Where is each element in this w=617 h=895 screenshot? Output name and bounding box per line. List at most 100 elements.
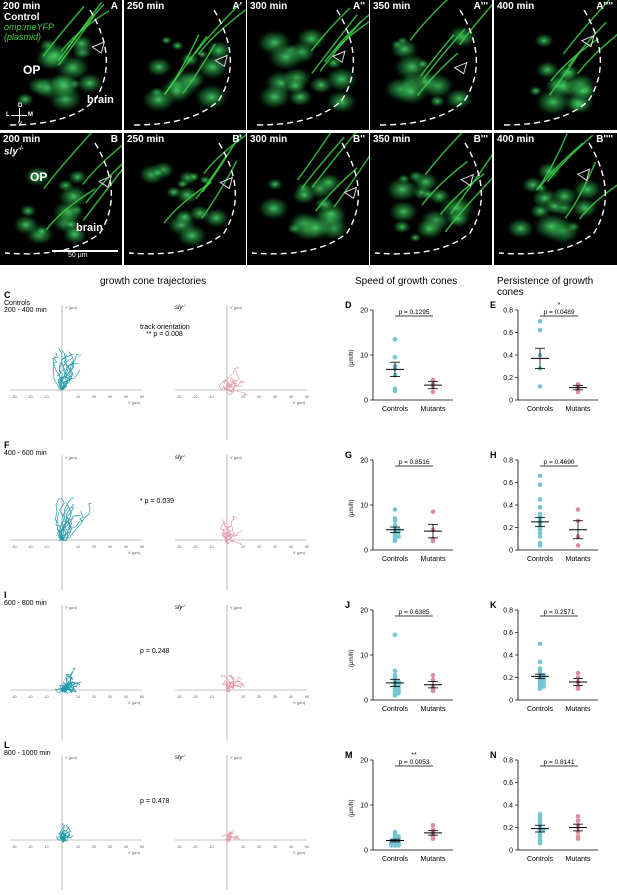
x-tick-label: 30 [273,845,277,849]
data-point [541,684,546,689]
data-point [430,377,436,383]
x-tick-label: 40 [289,845,293,849]
axon-line [82,168,122,221]
y-tick-label: 0.2 [503,375,513,382]
axon-line [182,43,216,95]
cell-blob [315,172,343,193]
cell-blob [384,176,421,204]
data-point [537,530,543,536]
trajectory-plot-control: -30 -20 -10 10 20 30 40 50 Y (µm) X (µm) [10,305,144,440]
axon-line [311,133,357,189]
y-axis-label: Y (µm) [230,455,243,460]
panel-letter: A' [232,1,242,12]
y-tick-label: 0 [509,398,513,405]
y-tick-label: 0 [509,848,513,855]
axon-line [43,133,93,190]
p-value: * p = 0.039 [140,498,175,505]
axis-d: D [18,103,23,109]
mutant-label: sly-/- [175,603,187,611]
data-point [430,538,436,544]
x-tick-label: 50 [140,395,144,399]
data-point [575,818,581,824]
x-tick-label: -10 [208,695,213,699]
axon-line [409,0,449,41]
axon-line [578,184,617,220]
arrowhead-marker [219,176,234,190]
axon-line [85,163,122,204]
stat-text: * p = 0.039 [140,498,174,505]
p-value: p = 0.248 [140,648,170,655]
y-tick-label: 0 [364,848,368,855]
category-label: Mutants [566,706,591,713]
x-tick-label: 20 [257,845,261,849]
header-speed: Speed of growth cones [355,276,458,287]
micrograph-Bp: 250 min B' [124,133,246,265]
x-tick-label: -10 [208,545,213,549]
axis-l: L [6,112,10,118]
header-trajectories: growth cone trajectories [100,276,207,287]
track-line [61,506,69,541]
panel-letter: B' [232,134,242,145]
axon-line [419,34,455,77]
cell-blob [56,183,91,210]
data-point [430,688,436,694]
y-tick-label: 0.8 [503,308,513,315]
y-tick-label: 0.4 [503,653,513,660]
time-label: 350 min [373,134,411,145]
data-point [575,670,581,676]
micrograph-image [379,0,492,126]
axon-line [197,8,246,55]
panel-letter: N [490,750,497,760]
data-point [537,527,543,533]
cell-blob [569,196,600,220]
data-point [537,473,543,479]
control-label: Control [4,12,40,23]
micrograph-image [9,1,110,126]
track-line [224,366,239,391]
x-tick-label: -10 [208,845,213,849]
track-line [226,834,239,841]
cell-blob [533,87,573,117]
y-tick-label: 0.6 [503,330,513,337]
data-point [396,843,401,848]
y-tick-label: 0.8 [503,608,513,615]
data-point [537,327,543,333]
axis-v: V [18,122,23,128]
x-tick-label: 50 [140,545,144,549]
p-value: p = 0.0053 [399,759,430,766]
data-point [430,822,436,828]
plasmid-label: (plasmid) [4,32,42,42]
cell-blob [192,82,231,111]
x-tick-label: -30 [11,545,16,549]
axon-line [82,144,122,185]
micrograph-Bpp: 300 min B'' [247,133,369,265]
cell-blob [256,83,293,111]
p-value: p = 0.8141 [544,759,575,766]
stat-prefix: track orientation [140,324,190,331]
brain-boundary [498,142,607,255]
y-tick-label: 0.2 [503,825,513,832]
chart-M: M 0 10 20 (µm/h) Controls Mutants p = 0.0053** [345,750,453,863]
track-line [61,503,92,541]
track-line [59,353,74,391]
y-axis-label: Y (µm) [65,455,78,460]
data-point [575,507,581,512]
x-tick-label: 40 [124,845,128,849]
trajectory-plot-control: -30 -20 -10 10 20 30 40 50 Y (µm) X (µm) [10,605,144,740]
y-tick-label: 20 [360,458,368,465]
track-line [56,348,63,391]
x-tick-label: -10 [43,545,48,549]
data-point [396,534,401,539]
data-point [537,641,543,647]
arrowhead-marker [98,175,112,189]
cell-blob [505,217,536,240]
track-line [60,681,72,691]
y-axis-label: (µm/h) [349,800,355,817]
axon-line [65,3,105,51]
axon-line [424,133,463,176]
y-axis-label: Y (µm) [230,605,243,610]
arrowhead-marker [343,186,358,200]
time-label: 300 min [250,1,288,12]
x-axis-label: X (µm) [128,550,141,555]
chart-D: D 0 10 20 (µm/h) Controls Mutants p = 0.1295 [345,300,453,413]
